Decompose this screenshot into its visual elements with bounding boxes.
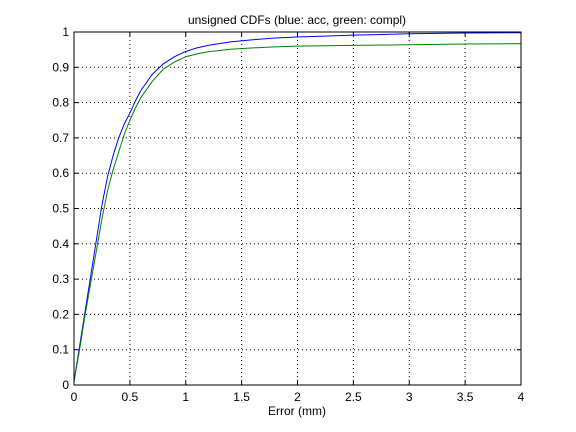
x-tick-label: 0.5	[122, 390, 139, 404]
y-tick-label: 0.3	[52, 272, 69, 286]
plot-area: 0 0.5 1 1.5 2 2.5 3 3.5 4 0 0.1 0.2 0.3 0.4 0.5 0.6 0.7 0…	[52, 25, 524, 404]
x-tick-label: 4	[518, 390, 525, 404]
x-tick-label: 2.5	[345, 390, 362, 404]
x-tick-label: 1.5	[233, 390, 250, 404]
y-tick-label: 0.2	[52, 307, 69, 321]
y-tick-label: 0.6	[52, 166, 69, 180]
x-axis-label: Error (mm)	[268, 404, 326, 418]
x-tick-label: 0	[71, 390, 78, 404]
x-tick-label: 3	[406, 390, 413, 404]
y-tick-label: 0	[62, 378, 69, 392]
y-tick-label: 0.5	[52, 202, 69, 216]
y-tick-label: 0.7	[52, 131, 69, 145]
y-tick-label: 0.9	[52, 60, 69, 74]
x-tick-label: 2	[294, 390, 301, 404]
y-tick-label: 0.8	[52, 96, 69, 110]
y-tick-label: 0.1	[52, 343, 69, 357]
x-tick-label: 1	[182, 390, 189, 404]
y-tick-label: 0.4	[52, 237, 69, 251]
y-tick-label: 1	[62, 25, 69, 39]
x-tick-label: 3.5	[457, 390, 474, 404]
series-line-1	[73, 32, 522, 382]
series-line-2	[73, 43, 522, 382]
chart-title: unsigned CDFs (blue: acc, green: compl)	[188, 13, 406, 27]
